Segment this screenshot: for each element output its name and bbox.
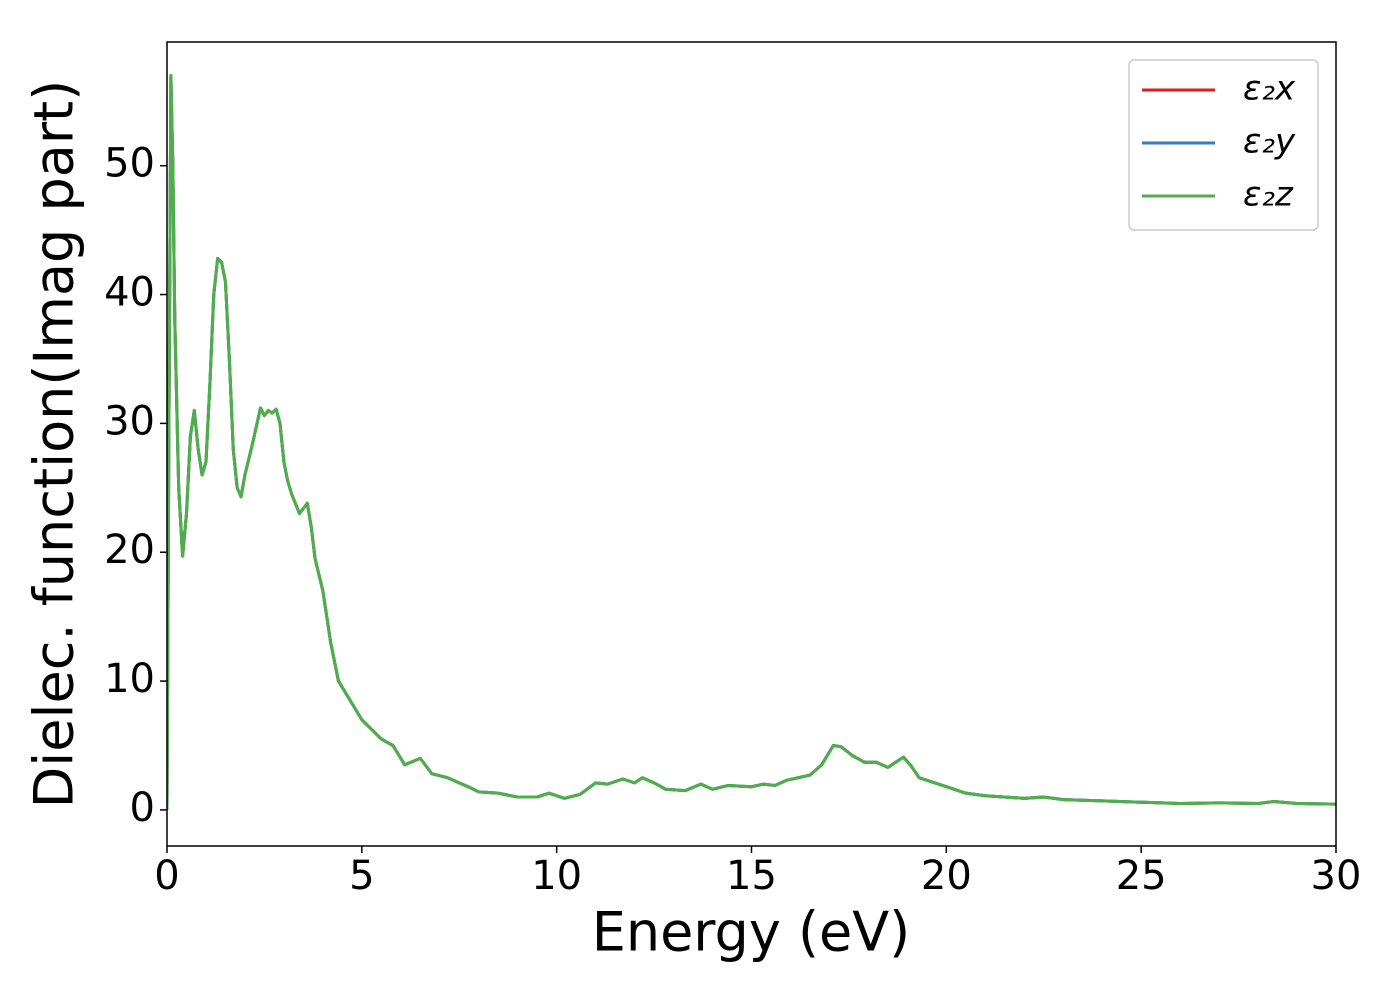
x-tick-label: 20 bbox=[921, 853, 972, 899]
x-tick-label: 25 bbox=[1116, 853, 1167, 899]
x-tick-label: 30 bbox=[1311, 853, 1362, 899]
data-line bbox=[167, 74, 1336, 810]
y-tick-label: 10 bbox=[104, 656, 155, 702]
legend-box bbox=[1128, 59, 1319, 231]
legend-label: ε₂z bbox=[1243, 175, 1294, 215]
x-tick-label: 10 bbox=[531, 853, 582, 899]
legend-label: ε₂y bbox=[1243, 122, 1296, 162]
y-axis-label: Dielec. function(Imag part) bbox=[23, 80, 86, 809]
legend-label: ε₂x bbox=[1243, 69, 1296, 109]
y-tick-label: 0 bbox=[130, 785, 155, 831]
x-tick-label: 5 bbox=[349, 853, 374, 899]
x-tick-label: 15 bbox=[726, 853, 777, 899]
y-tick-label: 30 bbox=[104, 398, 155, 444]
y-tick-label: 50 bbox=[104, 141, 155, 187]
y-tick-label: 20 bbox=[104, 527, 155, 573]
plot-frame bbox=[166, 41, 1337, 847]
x-axis-label: Energy (eV) bbox=[592, 901, 911, 964]
x-tick-label: 0 bbox=[154, 853, 179, 899]
y-tick-label: 40 bbox=[104, 270, 155, 316]
